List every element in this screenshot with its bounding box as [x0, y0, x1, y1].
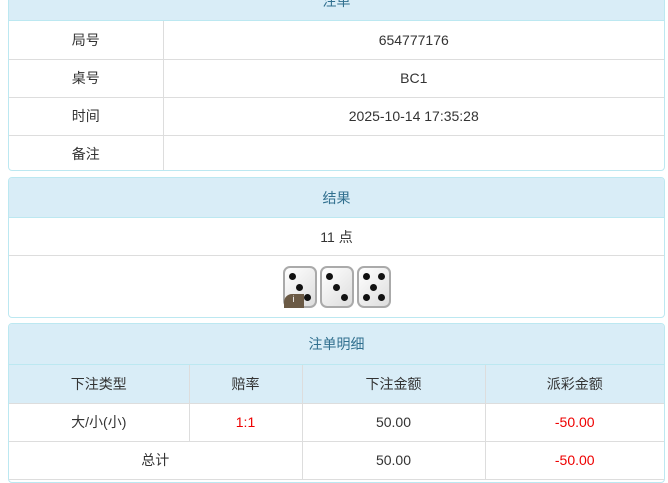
row-value: 654777176	[162, 21, 664, 60]
table-row: 大/小(小) 1:1 50.00 -50.00	[9, 402, 664, 442]
detail-panel: 注单明细 下注类型 赔率 下注金额 派彩金额 大/小(小) 1:1 50.00 -50.00…	[8, 323, 665, 483]
bet-panel-title: 注单	[9, 0, 664, 21]
die-pip	[362, 294, 370, 302]
col-header: 下注金额	[301, 365, 486, 404]
result-panel-title: 结果	[9, 178, 664, 218]
die-pip	[377, 272, 385, 280]
row-value: BC1	[162, 58, 664, 98]
row-value	[162, 134, 664, 170]
row-label: 桌号	[9, 58, 164, 98]
bet-type: 大/小(小)	[9, 402, 190, 442]
dice-display: i	[9, 256, 664, 308]
total-label: 总计	[9, 440, 303, 480]
total-payout: -50.00	[484, 440, 664, 480]
die-pip	[325, 272, 333, 280]
die-pip	[303, 294, 311, 302]
table-row: 时间 2025-10-14 17:35:28	[9, 96, 664, 136]
row-value: 2025-10-14 17:35:28	[162, 96, 664, 136]
result-panel: 结果 11 点 i	[8, 177, 665, 318]
die-pip	[333, 283, 340, 291]
odds: 1:1	[188, 402, 303, 442]
table-row: 局号 654777176	[9, 21, 664, 60]
total-amount: 50.00	[301, 440, 486, 480]
bet-amount: 50.00	[301, 402, 486, 442]
bet-info-table: 局号 654777176 桌号 BC1 时间 2025-10-14 17:35:28 …	[9, 21, 664, 170]
die-pip	[362, 272, 370, 280]
row-label: 时间	[9, 96, 164, 136]
table-header-row: 下注类型 赔率 下注金额 派彩金额	[9, 365, 664, 404]
col-header: 赔率	[188, 365, 303, 404]
table-row: 桌号 BC1	[9, 58, 664, 98]
bet-panel: 注单 局号 654777176 桌号 BC1 时间 2025-10-14 17:35:…	[8, 0, 665, 171]
payout: -50.00	[484, 402, 664, 442]
total-row: 总计 50.00 -50.00	[9, 440, 664, 480]
info-icon[interactable]: i	[283, 294, 304, 308]
row-label: 局号	[9, 21, 164, 60]
die-pip	[340, 294, 348, 302]
detail-panel-title: 注单明细	[9, 324, 664, 365]
row-label: 备注	[9, 134, 164, 170]
die-pip	[296, 283, 303, 291]
die-pip	[288, 272, 296, 280]
detail-table: 下注类型 赔率 下注金额 派彩金额 大/小(小) 1:1 50.00 -50.00 总计 50…	[9, 365, 664, 480]
die-pip	[377, 294, 385, 302]
col-header: 下注类型	[9, 365, 190, 404]
col-header: 派彩金额	[484, 365, 664, 404]
result-points: 11 点	[9, 218, 664, 256]
die-pip	[370, 283, 377, 291]
die-3	[319, 266, 354, 308]
die-3: i	[282, 266, 317, 308]
die-5	[356, 266, 391, 308]
table-row: 备注	[9, 134, 664, 170]
